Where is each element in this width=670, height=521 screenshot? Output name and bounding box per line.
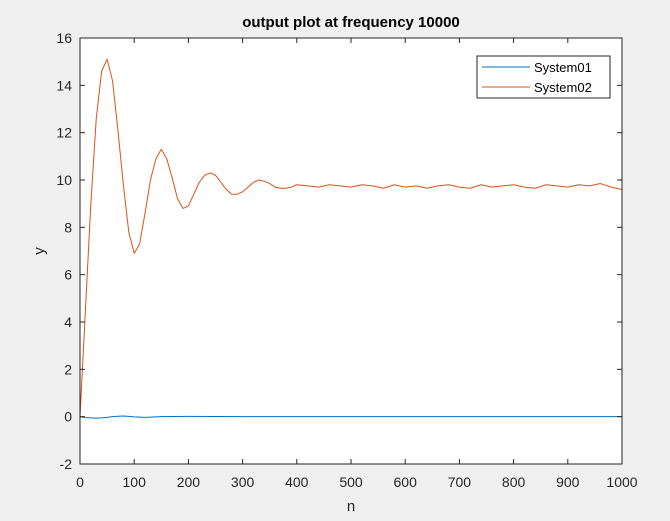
plot-area	[80, 38, 622, 464]
y-tick-label: 0	[64, 409, 72, 425]
x-axis-ticks: 0 100 200 300 400 500 600 700 800 900 1000	[76, 38, 638, 490]
x-tick-label: 500	[339, 474, 363, 490]
legend-label-system01: System01	[534, 60, 592, 75]
x-tick-label: 200	[177, 474, 201, 490]
x-tick-label: 600	[394, 474, 418, 490]
y-tick-label: 6	[64, 267, 72, 283]
series-line-system02	[79, 58, 623, 417]
legend-label-system02: System02	[534, 80, 592, 95]
x-tick-label: 100	[123, 474, 147, 490]
y-tick-label: 4	[64, 314, 72, 330]
y-tick-label: 14	[56, 77, 72, 93]
series-line-system01	[79, 415, 622, 419]
series-layer	[79, 58, 623, 419]
y-tick-label: -2	[60, 456, 73, 472]
y-axis-label: y	[31, 247, 48, 255]
x-tick-label: 400	[285, 474, 309, 490]
chart-title: output plot at frequency 10000	[242, 14, 460, 31]
x-tick-label: 800	[502, 474, 526, 490]
y-tick-label: 12	[56, 125, 72, 141]
legend: System01 System02	[476, 55, 611, 99]
y-tick-label: 8	[64, 219, 72, 235]
x-tick-label: 700	[448, 474, 472, 490]
y-tick-label: 2	[64, 361, 72, 377]
y-tick-label: 10	[56, 172, 72, 188]
y-tick-label: 16	[56, 30, 72, 46]
legend-box	[476, 55, 611, 99]
y-axis-ticks: -2 0 2 4 6 8 10 12 14 16	[56, 30, 622, 472]
x-axis-label: n	[347, 498, 355, 515]
x-tick-label: 0	[76, 474, 84, 490]
x-tick-label: 300	[231, 474, 255, 490]
x-tick-label: 1000	[606, 474, 637, 490]
x-tick-label: 900	[556, 474, 580, 490]
